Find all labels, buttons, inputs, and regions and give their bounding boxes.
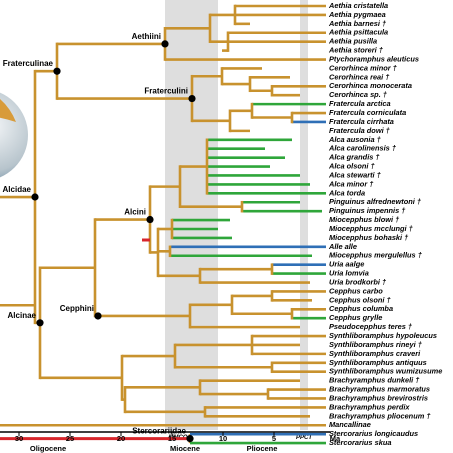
taxon-label: Aethia cristatella — [328, 1, 388, 10]
taxon-label: Cerorhinca minor † — [329, 63, 398, 72]
taxon-label: Pseudocepphus teres † — [329, 322, 413, 331]
clade-node — [186, 435, 194, 443]
taxon-label: Brachyramphus perdix — [329, 402, 410, 411]
taxon-label: Stercorarius longicaudus — [329, 429, 418, 438]
clade-label: Alcinae — [8, 311, 37, 320]
taxon-label: Cerorhinca monocerata — [329, 81, 412, 90]
taxon-label: Cepphus columba — [329, 304, 393, 313]
taxon-label: Stercorarius skua — [329, 438, 391, 447]
clade-node — [53, 67, 61, 75]
tree — [0, 4, 326, 445]
taxon-label: Uria aalge — [329, 260, 364, 269]
tick-label: 15 — [168, 434, 176, 443]
clade-label: Stercorariidae — [132, 427, 186, 436]
taxon-label: Pinguinus impennis † — [329, 206, 406, 215]
taxon-label: Cepphus grylle — [329, 313, 382, 322]
taxon-label: Alca olsoni † — [328, 162, 375, 171]
taxon-label: Alca torda — [328, 188, 365, 197]
taxon-label: Cepphus carbo — [329, 286, 383, 295]
clade-node — [161, 40, 169, 48]
taxon-label: Synthliboramphus rineyi † — [329, 340, 423, 349]
taxon-label: Cepphus olsoni † — [329, 295, 391, 304]
taxon-label: Brachyramphus marmoratus — [329, 385, 430, 394]
taxon-label: Miocepphus bohaski † — [329, 233, 409, 242]
tick-label: 5 — [272, 434, 276, 443]
taxon-label: Fratercula corniculata — [329, 108, 406, 117]
taxon-label: Alca ausonia † — [328, 135, 382, 144]
taxon-label: Fratercula dowi † — [329, 126, 391, 135]
clade-label: Fraterculini — [144, 87, 188, 96]
taxon-label: Brachyramphus pliocenum † — [329, 411, 431, 420]
globe — [0, 92, 28, 178]
taxon-label: Aethia psittacula — [328, 28, 388, 37]
taxon-label: Cerorhinca sp. † — [329, 90, 388, 99]
taxon-label: Brachyramphus brevirostris — [329, 393, 428, 402]
taxon-label: Aethia pygmaea — [328, 10, 386, 19]
taxon-label: Synthliboramphus craveri — [329, 349, 421, 358]
ppct-label: PPCT — [296, 435, 313, 441]
clade-node — [146, 215, 154, 224]
clade-label: Alcidae — [3, 185, 32, 194]
taxon-label: Miocepphus mergulellus † — [329, 251, 423, 260]
taxon-label: Brachyramphus dunkeli † — [329, 376, 420, 385]
clade-label: Fraterculinae — [3, 59, 54, 68]
taxon-label: Alca stewarti † — [328, 170, 382, 179]
tick-label: 10 — [219, 434, 227, 443]
taxon-label: Aethia barnesi † — [328, 19, 387, 28]
ppct-band — [300, 0, 308, 430]
clade-node — [36, 319, 44, 327]
taxon-label: Fratercula cirrhata — [329, 117, 394, 126]
epoch-label: Miocene — [170, 444, 200, 453]
globe-land — [0, 99, 16, 122]
taxon-label: Uria brodkorbi † — [329, 277, 387, 286]
taxon-label: Pinguinus alfrednewtoni † — [329, 197, 422, 206]
clade-node — [31, 193, 39, 201]
taxon-label: Synthliboramphus hypoleucus — [329, 331, 437, 340]
taxon-label: Ptychoramphus aleuticus — [329, 54, 419, 63]
taxon-label: Mancallinae — [329, 420, 371, 429]
tick-label: 25 — [66, 434, 74, 443]
taxon-label: Synthliboramphus wumizusume — [329, 367, 442, 376]
epoch-label: Oligocene — [30, 444, 66, 453]
taxon-label: Cerorhinca reai † — [329, 72, 390, 81]
taxon-label: Alca carolinensis † — [328, 144, 397, 153]
taxon-label: Alle alle — [328, 242, 357, 251]
tick-label: 20 — [117, 434, 125, 443]
taxon-label: Alca minor † — [328, 179, 374, 188]
clade-node — [188, 94, 196, 103]
taxon-label: Aethia pusilla — [328, 37, 377, 46]
clade-label: Aethiini — [132, 32, 161, 41]
taxon-label: Alca grandis † — [328, 153, 380, 162]
tick-label: 30 — [15, 434, 23, 443]
axis-unit: Ma — [330, 434, 341, 443]
mmco-band — [165, 0, 218, 430]
clade-node — [94, 312, 102, 320]
epoch-label: Pliocene — [247, 444, 278, 453]
taxon-label: Synthliboramphus antiquus — [329, 358, 427, 367]
taxon-label: Uria lomvia — [329, 269, 369, 278]
clade-label: Cepphini — [60, 304, 94, 313]
taxon-label: Miocepphus blowi † — [329, 215, 400, 224]
clade-label: Alcini — [124, 208, 146, 217]
taxon-label: Miocepphus mcclungi † — [329, 224, 414, 233]
taxon-label: Aethia storeri † — [328, 46, 384, 55]
taxon-label: Fratercula arctica — [329, 99, 391, 108]
